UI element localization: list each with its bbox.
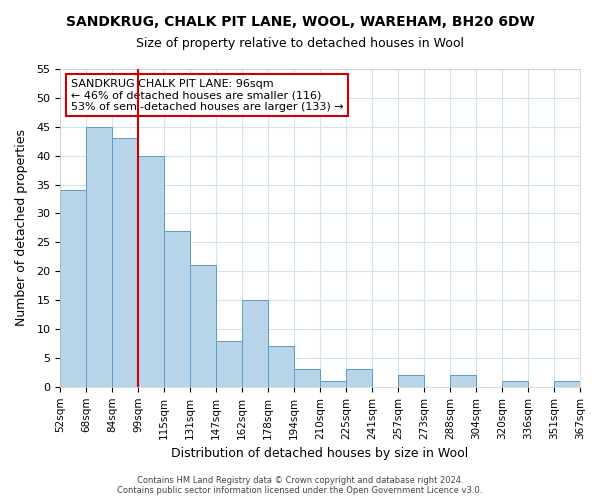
Bar bbox=[554, 381, 580, 387]
Bar bbox=[346, 370, 372, 387]
Text: SANDKRUG CHALK PIT LANE: 96sqm
← 46% of detached houses are smaller (116)
53% of: SANDKRUG CHALK PIT LANE: 96sqm ← 46% of … bbox=[71, 78, 343, 112]
Bar bbox=[190, 266, 216, 387]
Bar bbox=[320, 381, 346, 387]
Bar bbox=[398, 376, 424, 387]
Bar bbox=[294, 370, 320, 387]
Y-axis label: Number of detached properties: Number of detached properties bbox=[15, 130, 28, 326]
Bar bbox=[86, 127, 112, 387]
Bar bbox=[138, 156, 164, 387]
Bar bbox=[216, 340, 242, 387]
Bar bbox=[268, 346, 294, 387]
Text: Size of property relative to detached houses in Wool: Size of property relative to detached ho… bbox=[136, 38, 464, 51]
Bar bbox=[164, 231, 190, 387]
Text: SANDKRUG, CHALK PIT LANE, WOOL, WAREHAM, BH20 6DW: SANDKRUG, CHALK PIT LANE, WOOL, WAREHAM,… bbox=[65, 15, 535, 29]
Bar bbox=[60, 190, 86, 387]
Text: Contains HM Land Registry data © Crown copyright and database right 2024.
Contai: Contains HM Land Registry data © Crown c… bbox=[118, 476, 482, 495]
Bar bbox=[450, 376, 476, 387]
Bar bbox=[112, 138, 138, 387]
Bar bbox=[242, 300, 268, 387]
X-axis label: Distribution of detached houses by size in Wool: Distribution of detached houses by size … bbox=[172, 447, 469, 460]
Bar bbox=[502, 381, 528, 387]
